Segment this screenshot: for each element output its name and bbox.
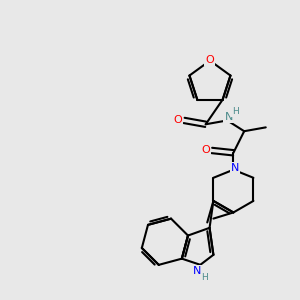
Text: O: O [206,55,214,65]
Text: N: N [231,163,239,173]
Text: H: H [232,107,239,116]
Text: N: N [193,266,201,276]
Text: N: N [225,112,233,122]
Text: H: H [202,273,208,282]
Text: O: O [174,115,182,125]
Text: O: O [201,145,210,155]
